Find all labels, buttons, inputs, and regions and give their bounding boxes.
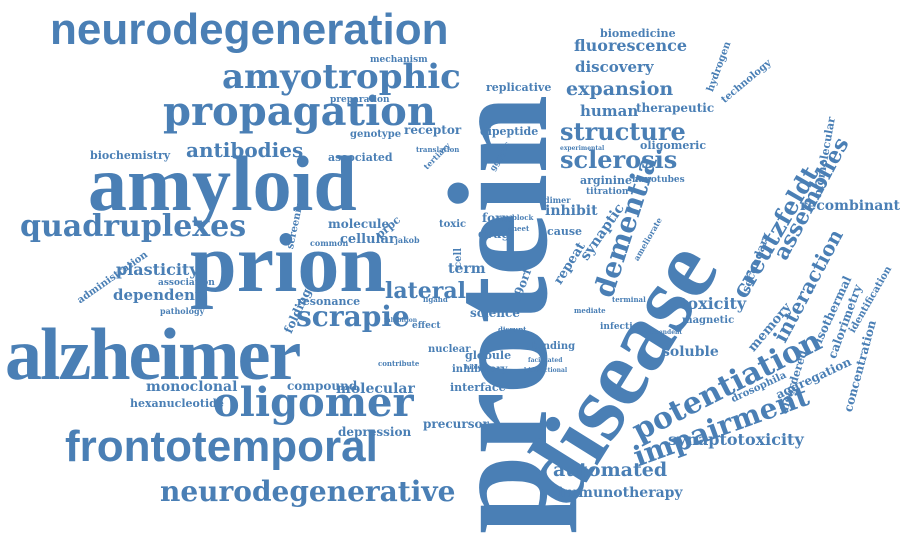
word-prion: prion	[190, 217, 387, 310]
word-expansion: expansion	[566, 78, 674, 100]
word-human: human	[580, 102, 639, 120]
word-mediate: mediate	[574, 306, 606, 315]
word-experimental: experimental	[560, 145, 605, 152]
word-interface: interface	[450, 381, 506, 394]
word-inhibition: inhibition	[384, 317, 418, 324]
word-molecule: molecule	[328, 217, 390, 231]
word-block: block	[512, 213, 534, 222]
word-lateral: lateral	[385, 278, 466, 304]
word-independent: independent	[640, 329, 683, 336]
word-common: common	[310, 238, 349, 248]
word-effect: effect	[412, 321, 441, 331]
word-titration: titration	[586, 187, 629, 197]
word-mechanism: mechanism	[370, 55, 428, 65]
word-drug: drug	[478, 227, 510, 241]
word-form: form	[482, 211, 515, 225]
word-contribute: contribute	[378, 359, 420, 368]
word-preparation: preparation	[330, 95, 390, 105]
word-precursor: precursor	[423, 417, 489, 431]
word-fluorescence: fluorescence	[574, 36, 688, 55]
word-magnetic: magnetic	[682, 315, 735, 326]
word-biochemistry: biochemistry	[90, 149, 171, 162]
word-pathology: pathology	[160, 306, 205, 316]
word-quadruplexes: quadruplexes	[20, 209, 247, 244]
word-translation: translation	[416, 145, 460, 154]
word-bidirectional: bidirectional	[524, 367, 568, 374]
word-propagation: propagation	[163, 88, 436, 135]
word-inhibit: inhibit	[545, 203, 598, 219]
word-facilitated: facilitated	[528, 357, 563, 364]
word-disrupt: disrupt	[498, 325, 527, 334]
word-arginine: arginine	[580, 174, 632, 187]
word-dipeptide: dipeptide	[480, 125, 539, 138]
word-plasticity: plasticity	[116, 260, 199, 279]
word-discovery: discovery	[575, 58, 654, 76]
word-toxic: toxic	[439, 219, 467, 230]
word-resonance: resonance	[297, 295, 361, 308]
word-nanotubes: nanotubes	[632, 175, 685, 185]
word-biomedicine: biomedicine	[600, 27, 676, 40]
word-jakob: jakob	[395, 235, 420, 245]
word-sheet: sheet	[508, 224, 530, 233]
word-associated: associated	[328, 151, 393, 164]
word-hydrogen: hydrogen	[705, 40, 734, 94]
word-replicative: replicative	[486, 81, 552, 94]
word-globule: globule	[465, 349, 512, 362]
word-oligomer: oligomer	[213, 379, 414, 426]
word-scrapie: scrapie	[296, 300, 410, 333]
word-antibodies: antibodies	[186, 138, 304, 162]
word-binding: binding	[532, 341, 576, 352]
word-monoclonal: monoclonal	[146, 379, 238, 395]
word-ligand: ligand	[423, 295, 448, 304]
word-technology: technology	[719, 57, 774, 106]
word-oligomeric: oligomeric	[640, 139, 707, 152]
word-dimer: dimer	[544, 195, 571, 205]
word-cause: cause	[547, 225, 583, 238]
word-science: science	[470, 306, 520, 320]
word-amyloid: amyloid	[88, 140, 357, 227]
word-cell: cell	[453, 247, 464, 268]
word-dependent: dependent	[113, 286, 202, 304]
word-recombinant: recombinant	[800, 198, 900, 214]
word-depression: depression	[338, 425, 412, 439]
word-molecular: molecular	[336, 381, 415, 397]
word-nuclear: nuclear	[428, 344, 471, 355]
word-neurodegenerative: neurodegenerative	[160, 475, 456, 508]
word-toxicity: toxicity	[680, 294, 747, 313]
word-term: term	[448, 261, 486, 277]
word-sclerosis: sclerosis	[560, 145, 678, 174]
word-synaptotoxicity: synaptotoxicity	[668, 430, 804, 449]
word-cellular: cellular	[340, 232, 396, 247]
word-amyotrophic: amyotrophic	[222, 57, 461, 97]
word-soluble: soluble	[662, 344, 719, 360]
word-immunotherapy: immunotherapy	[558, 485, 683, 501]
word-genotype: genotype	[350, 129, 402, 140]
word-receptor: receptor	[404, 123, 462, 137]
word-infection: infection	[600, 322, 646, 332]
word-inhibitory: inhibitory	[452, 364, 508, 375]
word-alzheimer: alzheimer	[5, 314, 301, 396]
word-automated: automated	[553, 459, 668, 481]
word-biology: biology	[465, 364, 490, 371]
word-therapeutic: therapeutic	[636, 101, 715, 115]
word-structure: structure	[560, 117, 686, 146]
word-association: association	[158, 278, 215, 288]
word-hexanucleotide: hexanucleotide	[130, 397, 224, 410]
word-compound: compound	[287, 379, 358, 393]
word-neurodegeneration: neurodegeneration	[50, 5, 449, 54]
word-terminal: terminal	[612, 295, 646, 304]
word-frontotemporal: frontotemporal	[65, 422, 378, 471]
